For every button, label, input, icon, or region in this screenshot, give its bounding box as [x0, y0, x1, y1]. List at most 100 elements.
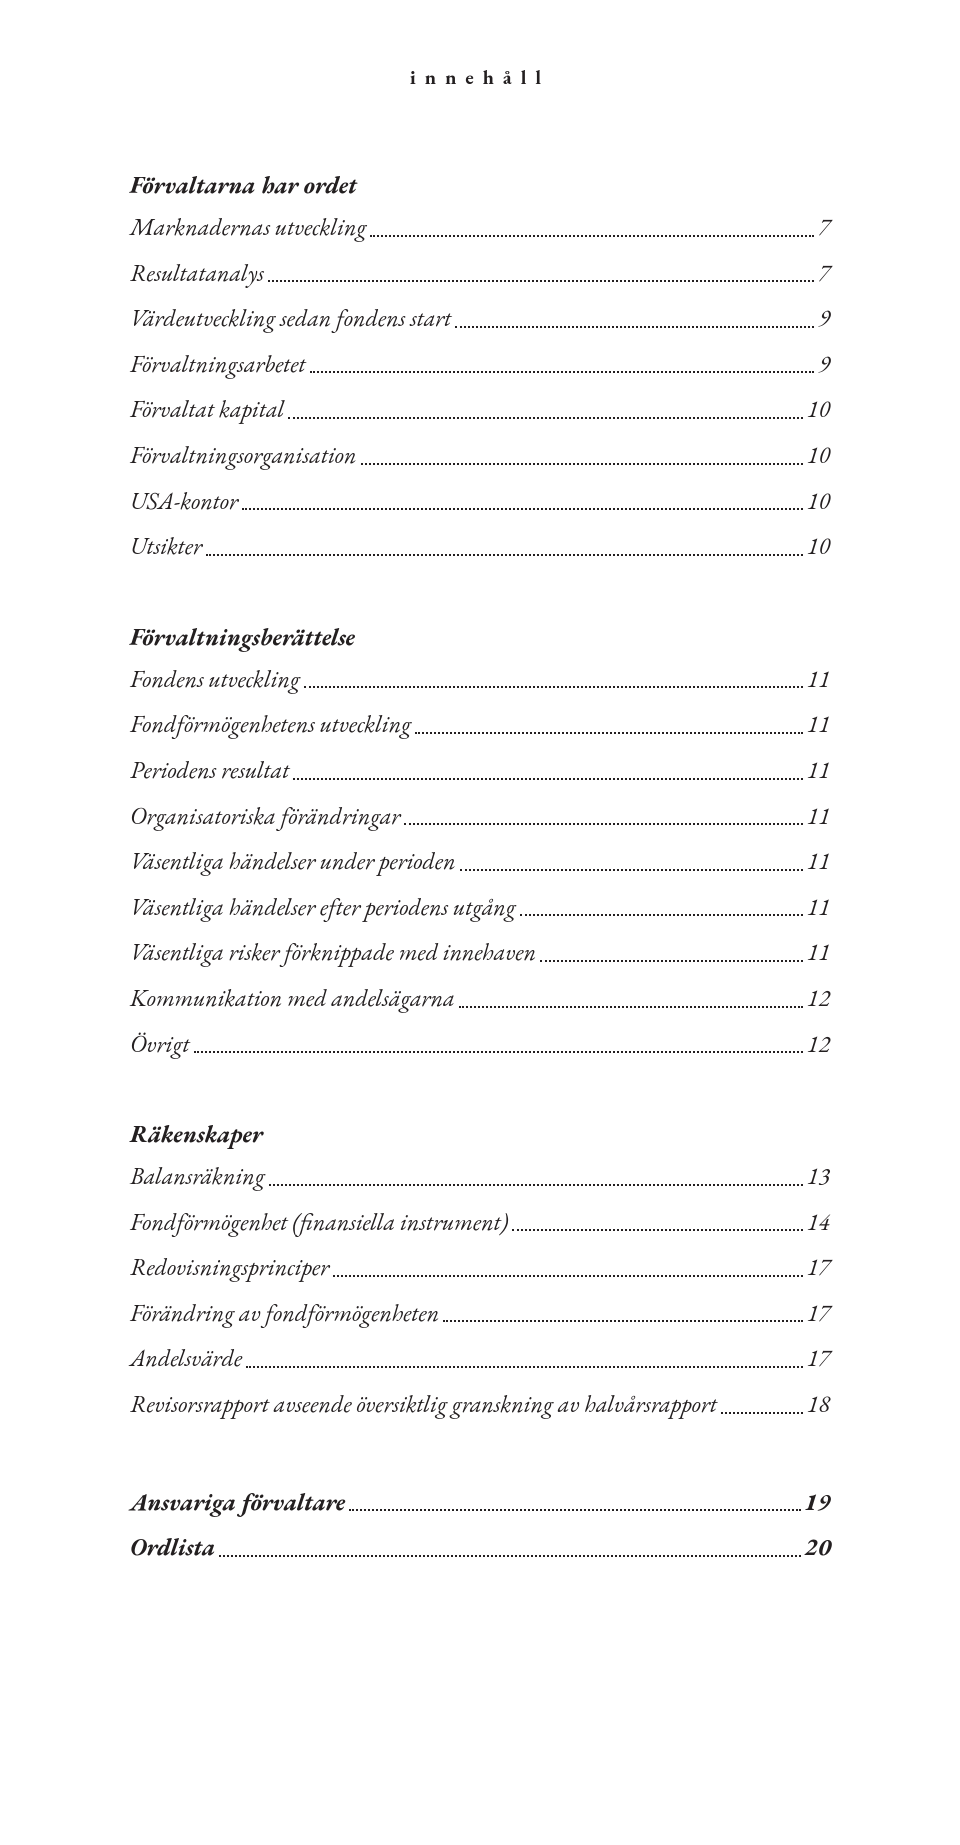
toc-page-number: 7 [818, 251, 830, 297]
toc-label: Förändring av fondförmögenheten [130, 1291, 439, 1337]
toc-entry: Revisorsrapport avseende översiktlig gra… [130, 1382, 830, 1428]
toc-entry: USA-kontor 10 [130, 479, 830, 525]
toc-page-number: 19 [805, 1480, 830, 1526]
leader-dots [288, 416, 803, 419]
toc-entry: Resultatanalys 7 [130, 251, 830, 297]
toc-label: USA-kontor [130, 479, 238, 525]
toc-label: Utsikter [130, 524, 202, 570]
toc-label: Balansräkning [130, 1154, 265, 1200]
toc-entry: Förändring av fondförmögenheten 17 [130, 1291, 830, 1337]
leader-dots [415, 731, 803, 734]
leader-dots [520, 913, 803, 916]
toc-page-number: 11 [807, 839, 830, 885]
leader-dots [310, 370, 815, 373]
toc-label: Förvaltningsarbetet [130, 342, 306, 388]
leader-dots [242, 507, 803, 510]
toc-page-number: 11 [807, 657, 830, 703]
toc-entry: Fondförmögenhet (finansiella instrument)… [130, 1200, 830, 1246]
leader-dots [206, 553, 803, 556]
toc-label: Förvaltat kapital [130, 387, 284, 433]
toc-section: Ansvariga förvaltare 19 Ordlista 20 [130, 1480, 830, 1571]
toc-label: Ansvariga förvaltare [130, 1480, 345, 1526]
leader-dots [219, 1554, 800, 1557]
toc-page-number: 11 [807, 885, 830, 931]
page-title: innehåll [130, 64, 830, 90]
toc-page-number: 11 [807, 702, 830, 748]
toc-label: Andelsvärde [130, 1336, 242, 1382]
toc-label: Fondförmögenhet (finansiella instrument) [130, 1200, 508, 1246]
toc-entry: Övrigt 12 [130, 1022, 830, 1068]
leader-dots [293, 777, 803, 780]
toc-page-number: 9 [818, 296, 830, 342]
page: innehåll Förvaltarna har ordet Marknader… [0, 0, 960, 1845]
toc-entry: Redovisningsprinciper17 [130, 1245, 830, 1291]
leader-dots [370, 234, 814, 237]
leader-dots [460, 868, 803, 871]
leader-dots [268, 279, 814, 282]
toc-entry: Förvaltat kapital 10 [130, 387, 830, 433]
leader-dots [721, 1411, 803, 1414]
toc-entry: Väsentliga händelser under perioden 11 [130, 839, 830, 885]
toc-page-number: 12 [807, 976, 830, 1022]
toc-section: Förvaltarna har ordet Marknadernas utvec… [130, 170, 830, 570]
leader-dots [349, 1508, 800, 1511]
leader-dots [540, 959, 803, 962]
toc-label: Fondens utveckling [130, 657, 300, 703]
toc-entry: Marknadernas utveckling 7 [130, 205, 830, 251]
toc-entry: Fondens utveckling 11 [130, 657, 830, 703]
toc-entry: Utsikter 10 [130, 524, 830, 570]
toc-label: Förvaltningsorganisation [130, 433, 357, 479]
toc-label: Resultatanalys [130, 251, 264, 297]
leader-dots [304, 685, 803, 688]
leader-dots [269, 1183, 803, 1186]
toc-section: Förvaltningsberättelse Fondens utvecklin… [130, 622, 830, 1067]
toc-page-number: 17 [807, 1291, 830, 1337]
toc-page-number: 10 [807, 524, 830, 570]
section-title: Förvaltarna har ordet [130, 170, 830, 201]
leader-dots [404, 822, 803, 825]
toc-label: Ordlista [130, 1525, 215, 1571]
toc-label: Väsentliga händelser efter periodens utg… [130, 885, 516, 931]
toc-label: Marknadernas utveckling [130, 205, 366, 251]
toc-page-number: 13 [807, 1154, 830, 1200]
toc-page-number: 12 [807, 1022, 830, 1068]
toc-page-number: 18 [807, 1382, 830, 1428]
toc-page-number: 10 [807, 479, 830, 525]
toc-page-number: 9 [818, 342, 830, 388]
leader-dots [459, 1005, 803, 1008]
section-title: Förvaltningsberättelse [130, 622, 830, 653]
toc-page-number: 10 [807, 387, 830, 433]
toc-entry: Förvaltningsorganisation 10 [130, 433, 830, 479]
toc-entry: Väsentliga händelser efter periodens utg… [130, 885, 830, 931]
toc-page-number: 17 [807, 1336, 830, 1382]
toc-entry: Värdeutveckling sedan fondens start 9 [130, 296, 830, 342]
toc-entry: Andelsvärde 17 [130, 1336, 830, 1382]
toc-entry: Förvaltningsarbetet 9 [130, 342, 830, 388]
section-title: Räkenskaper [130, 1119, 830, 1150]
leader-dots [455, 325, 814, 328]
toc-page-number: 14 [807, 1200, 830, 1246]
toc-label: Fondförmögenhetens utveckling [130, 702, 411, 748]
toc-label: Organisatoriska förändringar [130, 794, 400, 840]
toc-entry: Periodens resultat11 [130, 748, 830, 794]
toc-section-entry: Ordlista 20 [130, 1525, 830, 1571]
leader-dots [246, 1365, 803, 1368]
toc-label: Övrigt [130, 1022, 190, 1068]
toc-entry: Kommunikation med andelsägarna 12 [130, 976, 830, 1022]
toc-entry: Fondförmögenhetens utveckling 11 [130, 702, 830, 748]
toc-page-number: 11 [807, 794, 830, 840]
toc-label: Väsentliga risker förknippade med inneha… [130, 930, 536, 976]
leader-dots [194, 1050, 803, 1053]
toc-page-number: 11 [807, 748, 830, 794]
toc-page-number: 7 [818, 205, 830, 251]
leader-dots [512, 1228, 803, 1231]
toc-page-number: 11 [807, 930, 830, 976]
leader-dots [443, 1319, 803, 1322]
toc-label: Kommunikation med andelsägarna [130, 976, 455, 1022]
leader-dots [361, 462, 803, 465]
toc-label: Väsentliga händelser under perioden [130, 839, 456, 885]
toc-label: Värdeutveckling sedan fondens start [130, 296, 451, 342]
toc-page-number: 20 [805, 1525, 830, 1571]
toc-entry: Väsentliga risker förknippade med inneha… [130, 930, 830, 976]
toc-page-number: 10 [807, 433, 830, 479]
